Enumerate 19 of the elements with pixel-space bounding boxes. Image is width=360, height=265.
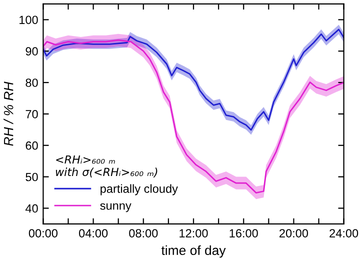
legend-title: <RHᵢ>₆₀₀ ₘ with σ(<RHᵢ>₆₀₀ ₘ) [56,155,158,178]
y-tick-label: 80 [26,78,38,87]
y-tick-label: 70 [26,110,38,118]
y-tick-label: 90 [26,47,38,56]
y-tick-label: 60 [26,141,38,150]
x-tick-label: 24:00 [330,229,358,238]
y-tick-label: 40 [25,204,38,213]
x-axis-title: time of day [161,245,226,258]
x-tick-label: 00:00 [28,229,58,238]
x-tick-label: 16:00 [230,229,258,238]
x-tick-label: 08:00 [129,229,158,238]
y-axis-title: RH / % RH [4,82,14,146]
legend-label: partially cloudy [100,184,178,196]
y-tick-label: 50 [26,172,38,182]
x-tick-label: 12:00 [180,229,208,238]
x-tick-label: 20:00 [280,229,308,238]
legend-label: sunny [100,203,132,212]
y-tick-label: 100 [20,16,38,24]
x-tick-label: 04:00 [78,229,108,238]
